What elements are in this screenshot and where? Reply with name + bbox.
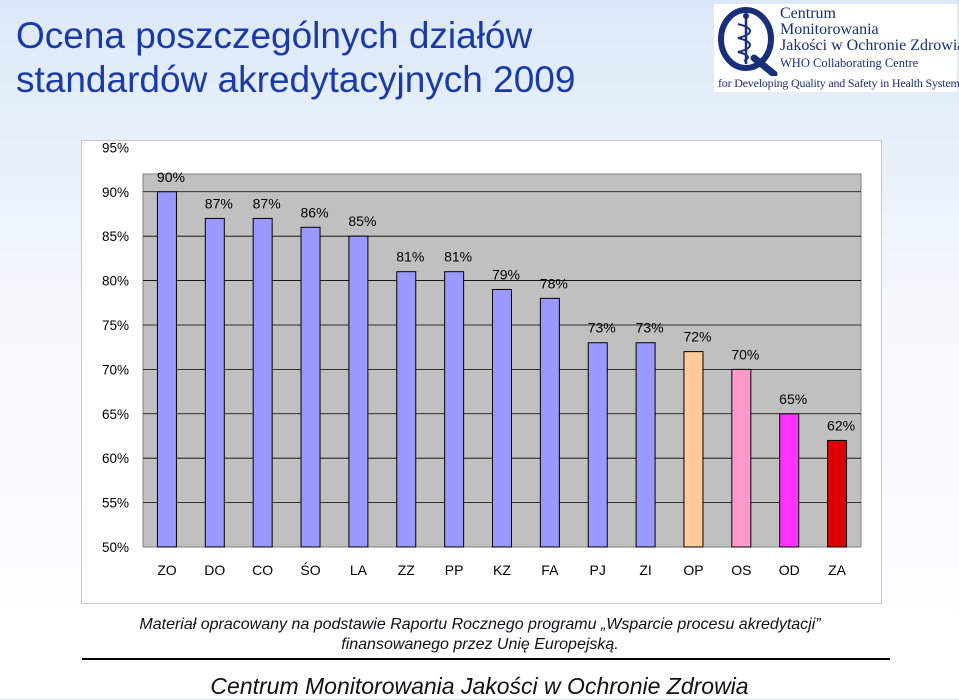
logo-line-2: Monitorowania	[780, 21, 879, 38]
bar	[827, 439, 848, 548]
bar	[779, 413, 800, 548]
y-tick-label: 85%	[102, 229, 129, 244]
x-tick-label: ZZ	[398, 562, 416, 578]
bar	[444, 271, 465, 548]
data-label: 72%	[683, 329, 711, 345]
slide-title-line-2: standardów akredytacyjnych 2009	[16, 59, 576, 100]
bar	[156, 191, 177, 548]
slide-title: Ocena poszczególnych działów standardów …	[16, 14, 696, 102]
data-label: 78%	[540, 275, 568, 291]
x-tick-label: OD	[779, 562, 800, 578]
y-tick-label: 95%	[102, 141, 129, 155]
data-label: 87%	[253, 195, 281, 211]
y-tick-label: 80%	[102, 274, 129, 289]
bar	[492, 288, 512, 548]
logo-line-5: for Developing Quality and Safety in Hea…	[718, 76, 959, 90]
x-tick-label: OS	[731, 562, 751, 578]
x-tick-label: PP	[445, 562, 464, 578]
x-tick-label: KZ	[493, 562, 511, 578]
data-label: 70%	[731, 346, 759, 362]
data-label: 86%	[301, 204, 329, 220]
bar	[204, 217, 225, 548]
bar	[539, 297, 560, 548]
chart-area: 50% 55% 60% 65% 70% 75% 80% 85% 90% 95% 90% ZO 87% DO…	[81, 140, 882, 604]
logo-line-3: Jakości w Ochronie Zdrowia	[780, 37, 959, 54]
q-caduceus-logo-icon	[718, 7, 778, 76]
data-label: 81%	[396, 249, 424, 265]
bar-chart: 50% 55% 60% 65% 70% 75% 80% 85% 90% 95% 90% ZO 87% DO…	[102, 141, 862, 578]
footer-divider	[82, 658, 890, 660]
data-label: 87%	[205, 195, 233, 211]
x-tick-label: ZO	[157, 562, 177, 578]
data-label: 73%	[636, 320, 664, 336]
data-label: 85%	[348, 213, 376, 229]
y-tick-label: 75%	[102, 318, 129, 333]
data-label: 62%	[827, 417, 855, 433]
data-label: 90%	[157, 169, 185, 185]
x-tick-label: ZI	[639, 562, 651, 578]
bar	[635, 342, 656, 548]
x-tick-label: ŚO	[300, 561, 320, 578]
footer-text: Centrum Monitorowania Jakości w Ochronie…	[210, 673, 749, 699]
data-label: 79%	[492, 266, 520, 282]
footnote-line-2: finansowanego przez Unię Europejską.	[341, 636, 619, 653]
bar	[348, 235, 369, 548]
x-tick-label: PJ	[590, 562, 606, 578]
bar	[587, 342, 608, 548]
y-tick-label: 50%	[102, 540, 129, 555]
x-tick-label: FA	[541, 562, 559, 578]
logo-line-4: WHO Collaborating Centre	[780, 56, 919, 70]
bar	[300, 226, 321, 548]
footnote: Materiał opracowany na podstawie Raportu…	[60, 615, 900, 655]
y-tick-label: 55%	[102, 496, 129, 511]
data-label: 73%	[588, 320, 616, 336]
y-tick-label: 65%	[102, 407, 129, 422]
bar	[683, 351, 704, 548]
bar	[731, 368, 752, 548]
footnote-line-1: Materiał opracowany na podstawie Raportu…	[139, 616, 821, 633]
y-tick-label: 60%	[102, 451, 129, 466]
data-label: 81%	[444, 249, 472, 265]
bar	[252, 217, 273, 548]
data-label: 65%	[779, 391, 807, 407]
x-tick-label: OP	[683, 562, 703, 578]
y-tick-label: 70%	[102, 362, 129, 377]
logo-line-1: Centrum	[780, 5, 836, 22]
y-tick-label: 90%	[102, 185, 129, 200]
x-tick-label: CO	[252, 562, 273, 578]
x-tick-label: LA	[350, 562, 368, 578]
cmj-logo: Centrum Monitorowania Jakości w Ochronie…	[714, 4, 959, 92]
x-tick-label: ZA	[828, 562, 847, 578]
slide-title-line-1: Ocena poszczególnych działów	[16, 15, 533, 56]
bar	[396, 271, 417, 548]
x-tick-label: DO	[204, 562, 225, 578]
